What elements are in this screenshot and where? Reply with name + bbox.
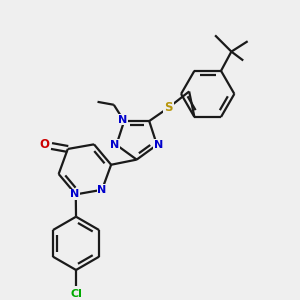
Text: Cl: Cl xyxy=(70,289,82,299)
Text: N: N xyxy=(110,140,120,150)
Text: S: S xyxy=(164,101,173,114)
Text: N: N xyxy=(98,185,106,195)
Text: N: N xyxy=(154,140,163,150)
Text: N: N xyxy=(70,189,79,200)
Text: N: N xyxy=(118,115,127,124)
Text: O: O xyxy=(39,138,49,151)
